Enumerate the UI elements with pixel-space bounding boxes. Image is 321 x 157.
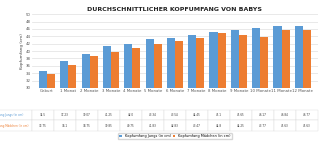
Bar	[124, 44, 132, 157]
Bar	[175, 41, 183, 157]
Bar	[210, 32, 218, 157]
Bar	[47, 74, 55, 157]
Bar	[196, 38, 204, 157]
Bar	[82, 54, 90, 157]
Bar	[188, 35, 196, 157]
Bar	[68, 65, 76, 157]
Bar	[252, 28, 260, 157]
Bar	[273, 26, 282, 157]
Bar	[90, 56, 98, 157]
Bar	[154, 44, 162, 157]
Bar	[60, 61, 68, 157]
Bar	[239, 35, 247, 157]
Bar	[111, 52, 119, 157]
Title: DURCHSCHNITTLICHER KOPFUMFANG VON BABYS: DURCHSCHNITTLICHER KOPFUMFANG VON BABYS	[87, 7, 263, 12]
Y-axis label: Kopfumfang (cm): Kopfumfang (cm)	[20, 33, 24, 69]
Bar	[218, 33, 226, 157]
Bar	[39, 71, 47, 157]
Bar	[145, 39, 154, 157]
Bar	[231, 30, 239, 157]
Bar	[282, 30, 290, 157]
Legend: Kopfumfang Jungs (in cm), Kopfumfang Mädchen (in cm): Kopfumfang Jungs (in cm), Kopfumfang Mäd…	[118, 133, 232, 139]
Bar	[103, 46, 111, 157]
Bar	[303, 30, 311, 157]
Bar	[167, 38, 175, 157]
Bar	[295, 26, 303, 157]
Bar	[132, 48, 140, 157]
Bar	[260, 37, 268, 157]
